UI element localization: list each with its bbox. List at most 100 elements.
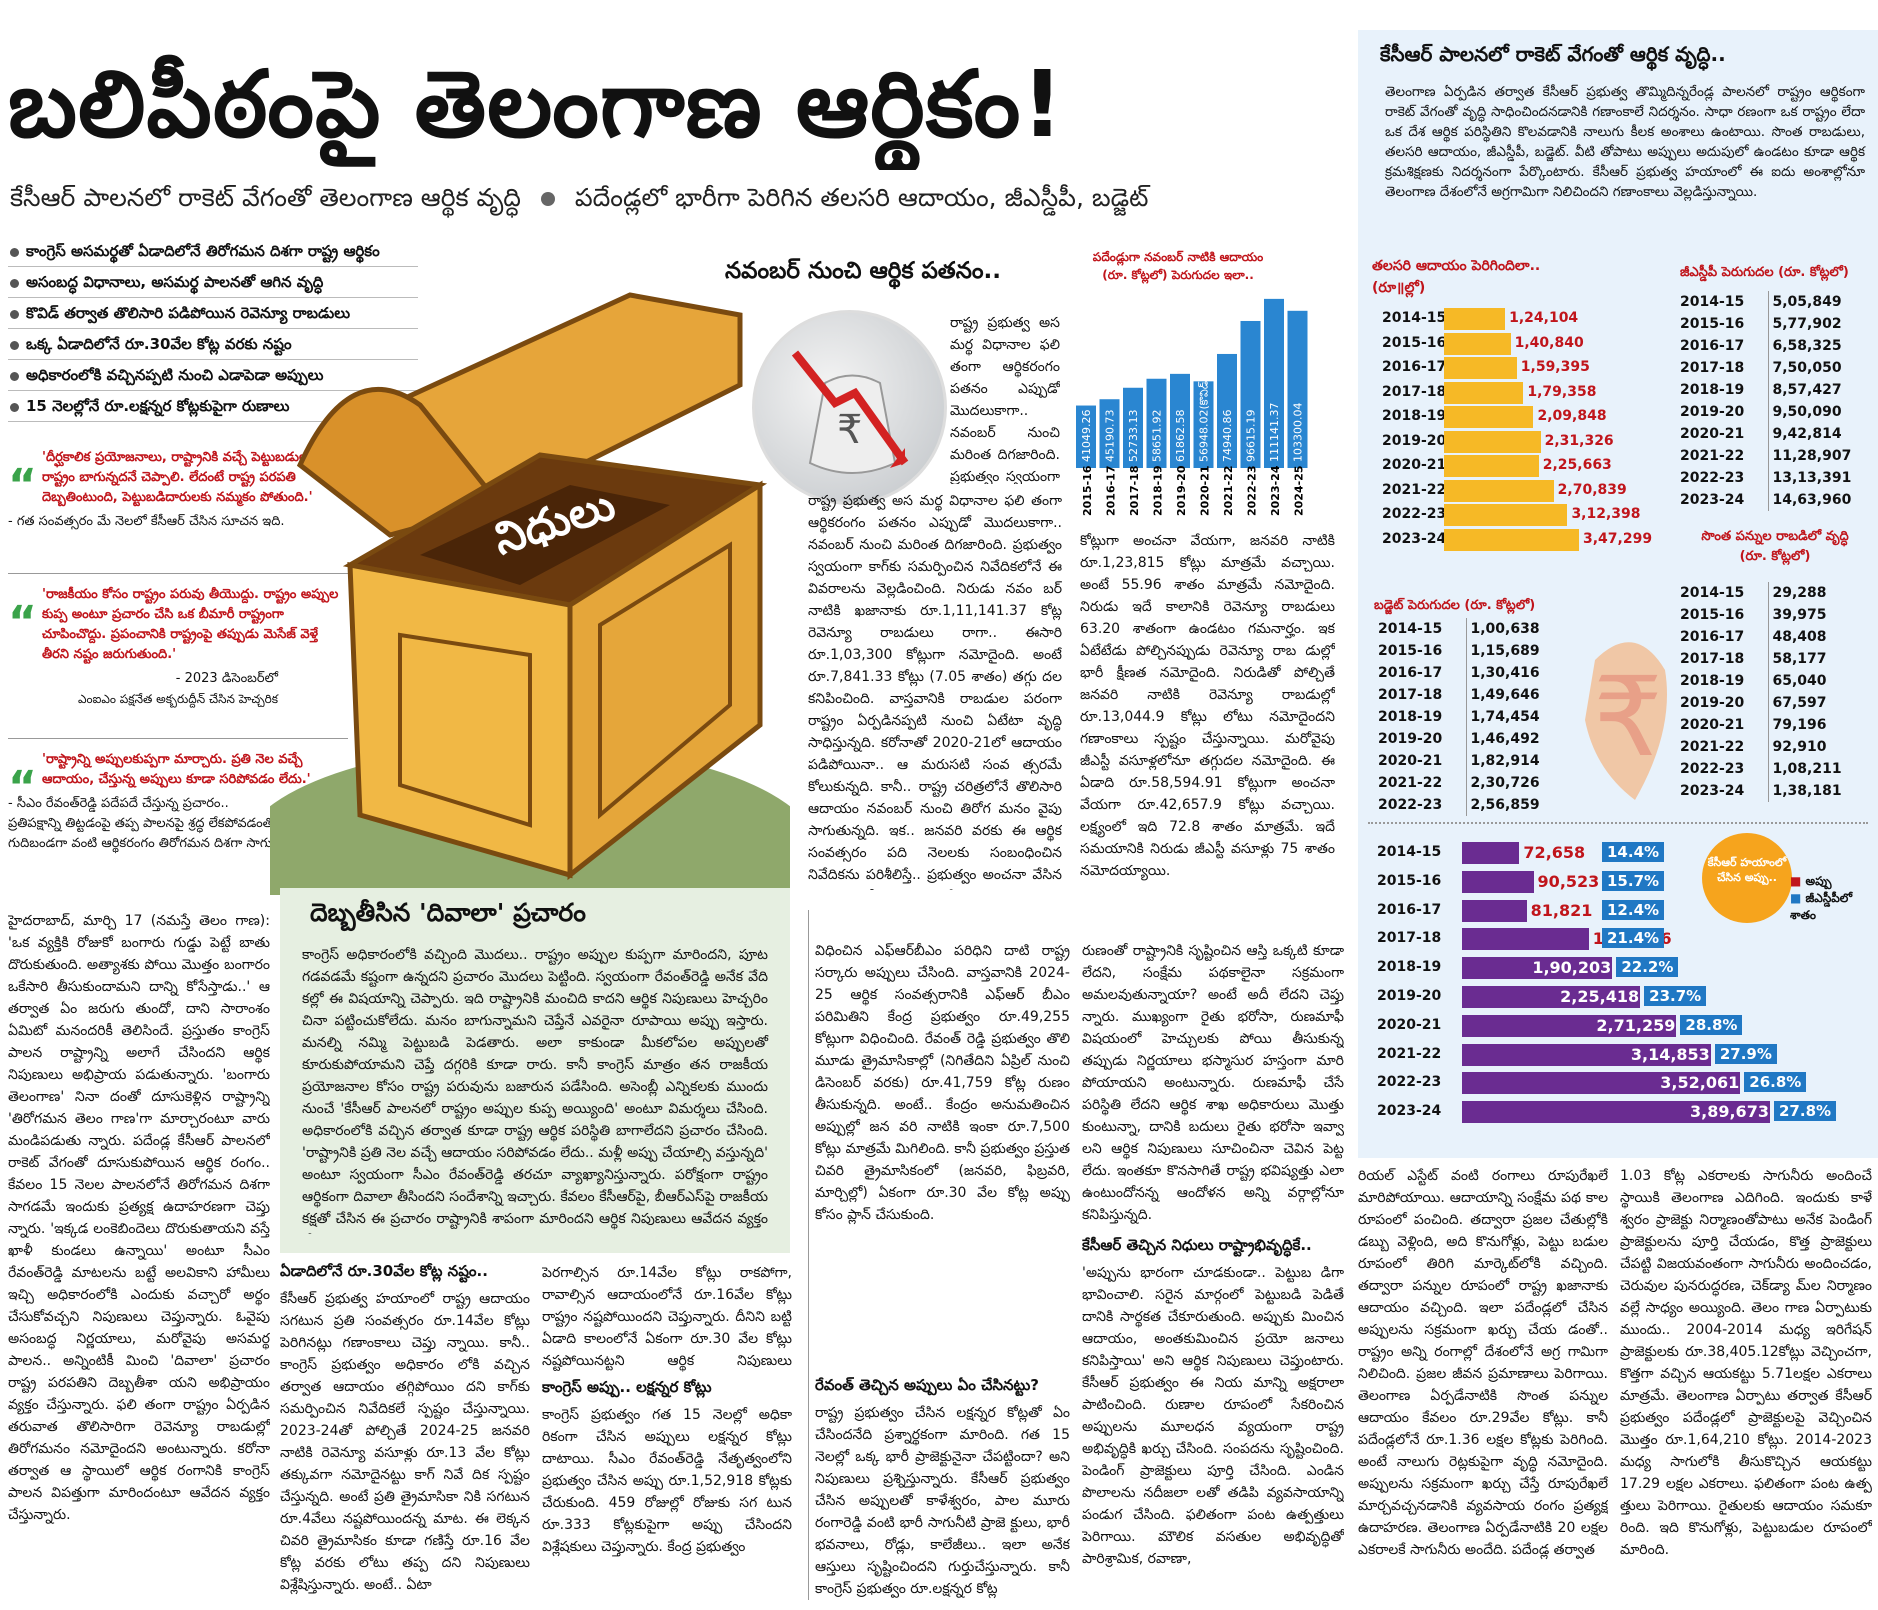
- table-cell-value: 7,50,050: [1772, 360, 1842, 376]
- table-cell-value: 65,040: [1772, 673, 1827, 689]
- bullet-list: కాంగ్రెస్ అసమర్థతో ఏడాదిలోనే తిరోగమన దిశ…: [8, 236, 418, 422]
- chart-bar: [1444, 479, 1554, 502]
- table-row: 2018-19 1,74,454: [1374, 706, 1544, 728]
- table-row: 2016-17 48,408: [1676, 626, 1846, 648]
- quote-text: “'రాజకీయం కోసం రాష్ట్రం పరువు తీయొద్దు. …: [8, 587, 339, 662]
- box-text: కాంగ్రెస్ అధికారంలోకి వచ్చింది మొదలు.. ర…: [302, 947, 768, 1234]
- table-cell-year: 2016-17: [1676, 335, 1769, 357]
- category-label: 2021-22: [1382, 481, 1447, 498]
- table-cell-year: 2018-19: [1676, 379, 1769, 401]
- chart-bar: [1462, 842, 1520, 864]
- table-cell-value: 6,58,325: [1772, 338, 1842, 354]
- bar-value-label: 1,90,203: [1532, 958, 1612, 978]
- table-row: 2021-22 92,910: [1676, 736, 1846, 758]
- table-cell-value: 1,08,211: [1772, 761, 1842, 777]
- rupee-symbol-icon: ₹: [1585, 642, 1667, 800]
- pct-badge: 15.7%: [1602, 870, 1665, 891]
- quote-source: - సీఎం రేవంత్‌రెడ్డి పదేపదే చేస్తున్న ప్…: [8, 796, 229, 811]
- bar-value-label: 61862.58: [1174, 410, 1187, 463]
- bar-value-label: 111141.37: [1268, 403, 1281, 463]
- table-cell-year: 2021-22: [1676, 736, 1769, 758]
- divider: [808, 910, 809, 1600]
- pct-badge: 22.2%: [1616, 957, 1679, 978]
- bar-value-label: 74940.86: [1221, 410, 1234, 463]
- quote-source: - 2023 డిసెంబర్‌లో: [175, 671, 278, 686]
- table-row: 2019-20 1,46,492: [1374, 728, 1544, 750]
- bullet-item: అసంబద్ధ విధానాలు, అసమర్థ పాలనతో ఆగిన వృద…: [8, 267, 418, 298]
- category-label: 2023-24: [1382, 530, 1447, 547]
- table-cell-year: 2017-18: [1676, 648, 1769, 670]
- chart-bar: [1444, 381, 1524, 404]
- chart-bar: [1264, 298, 1284, 468]
- bar-value-label: 3,89,673: [1690, 1102, 1769, 1122]
- chart-bar: [1444, 455, 1539, 477]
- pct-badge: 12.4%: [1602, 899, 1665, 920]
- category-label: 2021-22: [1377, 1045, 1442, 1062]
- table-cell-year: 2022-23: [1676, 758, 1769, 780]
- chart-bar: [1462, 870, 1534, 893]
- category-label: 2018-19: [1382, 408, 1447, 424]
- chart-bar: [1287, 310, 1308, 468]
- chart-bar: [1444, 357, 1517, 379]
- bullet-item: ఒక్క ఏడాదిలోనే రూ.30వేల కోట్ల వరకు నష్టం: [8, 329, 418, 360]
- column-heading: రేవంత్ తెచ్చిన అప్పులు ఏం చేసినట్టు?: [815, 1376, 1040, 1394]
- table-cell-year: 2019-20: [1374, 728, 1467, 750]
- category-label: 2015-16: [1377, 872, 1442, 889]
- category-label: 2020-21: [1199, 466, 1212, 517]
- table-cell-value: 39,975: [1772, 607, 1827, 623]
- table-row: 2017-18 1,49,646: [1374, 684, 1544, 706]
- table-cell-value: 1,15,689: [1470, 643, 1540, 659]
- bar-value-label: 52733.13: [1127, 410, 1140, 463]
- chart-bar: [1170, 373, 1190, 468]
- quote-source-detail: ఎంఐఎం పక్షనేత అక్బరుద్దీన్ చేసిన హెచ్చరి…: [78, 692, 278, 706]
- bar-value-label: 3,52,061: [1660, 1073, 1740, 1093]
- legend-pct: ■ జీఎస్డీపీలో శాతం: [1790, 891, 1853, 922]
- debt-legend-badge: కేసీఆర్ హయాంలో చేసిన అప్పు..: [1702, 833, 1792, 923]
- chart-bar: [1123, 387, 1143, 468]
- bar-value-label: 2,25,663: [1542, 457, 1612, 473]
- table-cell-value: 1,38,181: [1772, 783, 1842, 799]
- chart-bar: [1099, 399, 1120, 468]
- chart-bar: [1146, 378, 1167, 468]
- table-cell-year: 2016-17: [1676, 626, 1769, 648]
- gsdp-label: జీఎస్డీపీ పెరుగుదల (రూ. కోట్లలో): [1680, 265, 1849, 280]
- article-column: హైదరాబాద్, మార్చి 17 (నమస్తే తెలం గాణ): …: [8, 913, 270, 1523]
- bar-value-label: 2,09,848: [1537, 408, 1607, 424]
- column-text: రాష్ట్ర ప్రభుత్వం చేసిన లక్షన్నర కోట్లతో…: [815, 1405, 1070, 1597]
- pct-badge: 28.8%: [1680, 1014, 1743, 1035]
- table-cell-year: 2015-16: [1676, 313, 1769, 335]
- table-cell-year: 2019-20: [1676, 692, 1769, 714]
- table-cell-value: 48,408: [1772, 629, 1827, 645]
- bar-value-label: 1,24,104: [1509, 310, 1579, 326]
- bar-value-label: 90,523: [1537, 871, 1600, 891]
- category-label: 2014-15: [1377, 844, 1442, 860]
- table-row: 2018-19 8,57,427: [1676, 379, 1855, 401]
- table-cell-value: 58,177: [1772, 651, 1827, 667]
- chart-bar: [1462, 1101, 1770, 1124]
- bullet-item: కొవిడ్ తర్వాత తొలిసారి పడిపోయిన రెవెన్యూ…: [8, 298, 418, 329]
- chart-title: పదేండ్లుగా నవంబర్ నాటికి ఆదాయం (రూ. కోట్…: [1092, 250, 1264, 282]
- category-label: 2017-18: [1128, 466, 1141, 517]
- chart-bar: [1076, 405, 1096, 468]
- bar-value-label: 2,25,418: [1560, 987, 1640, 1006]
- treasure-chest-illustration: నిధులు: [270, 292, 790, 895]
- table-cell-value: 79,196: [1772, 717, 1827, 733]
- table-cell-value: 1,49,646: [1470, 687, 1540, 703]
- bullet-dot: [540, 192, 555, 206]
- table-cell-value: 2,56,859: [1470, 797, 1540, 813]
- quote-akbaruddin: “'రాజకీయం కోసం రాష్ట్రం పరువు తీయొద్దు. …: [8, 585, 348, 709]
- table-cell-value: 5,05,849: [1772, 294, 1842, 310]
- table-cell-value: 2,30,726: [1470, 775, 1540, 791]
- divider: [1368, 822, 1868, 824]
- table-row: 2019-20 67,597: [1676, 692, 1846, 714]
- panel-title: కేసీఆర్ పాలనలో రాకెట్ వేగంతో ఆర్థిక వృద్…: [1380, 42, 1726, 66]
- gsdp-table: 2014-15 5,05,849 2015-16 5,77,902 2016-17 6,5…: [1676, 291, 1855, 511]
- bar-value-label: 2,71,259: [1596, 1015, 1676, 1035]
- panel-intro: తెలంగాణ ఏర్పడిన తర్వాత కేసీఆర్ ప్రభుత్వ …: [1385, 84, 1865, 200]
- section-title: నవంబర్ నుంచి ఆర్థిక పతనం..: [725, 258, 1001, 284]
- quote-mark-icon: “: [8, 460, 37, 511]
- article-column: ఏడాదిలోనే రూ.30వేల కోట్ల నష్టం.. కేసీఆర్…: [280, 1262, 530, 1602]
- column-text: రుణంతో రాష్ట్రానికి సృష్టించిన ఆస్తి ఒక్…: [1082, 943, 1344, 1223]
- table-cell-value: 67,597: [1772, 695, 1827, 711]
- svg-text:₹: ₹: [1593, 653, 1663, 781]
